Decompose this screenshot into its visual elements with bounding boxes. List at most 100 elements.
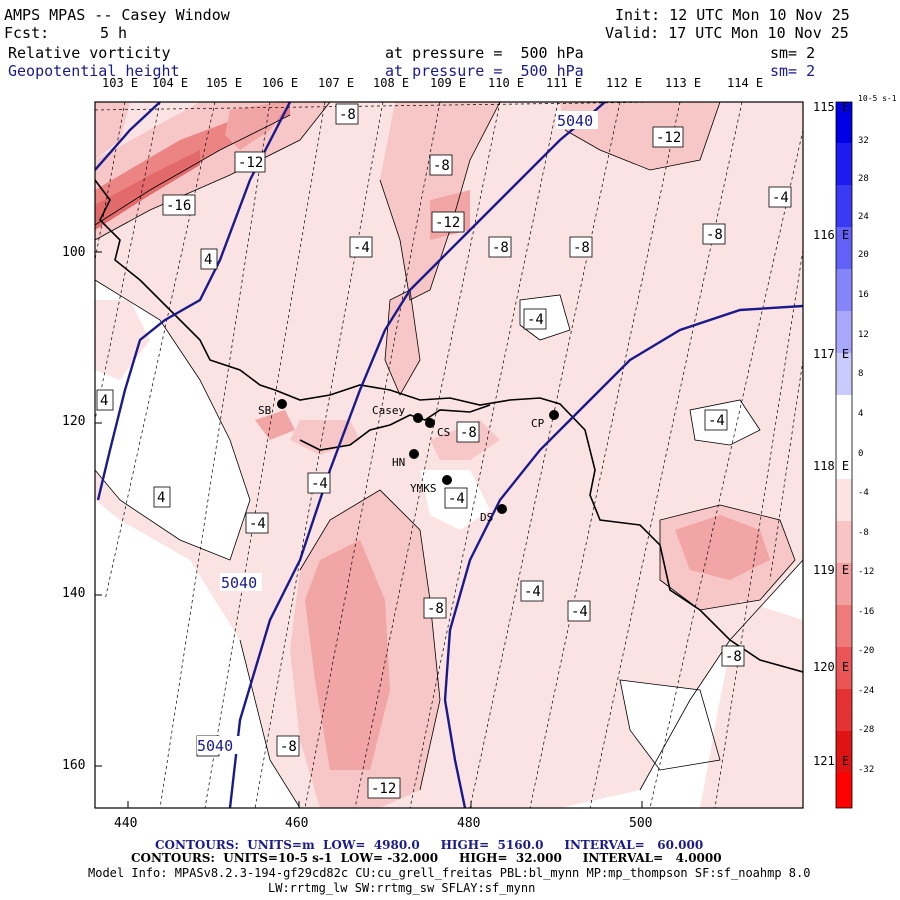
colorbar-label: 28	[858, 174, 869, 184]
valid-time: Valid: 17 UTC Mon 10 Nov 25	[605, 24, 849, 42]
vort-label: -4	[527, 312, 544, 328]
footer-radiation-info: LW:rrtmg_lw SW:rrtmg_sw SFLAY:sf_mynn	[268, 881, 536, 895]
x-tick-label: 480	[457, 816, 481, 831]
footer-height-contours: CONTOURS: UNITS=m LOW= 4980.0 HIGH= 5160…	[155, 838, 704, 852]
lon-label: 112 E	[606, 76, 643, 90]
vort-label: 4	[204, 252, 212, 268]
height-label: 5040	[221, 574, 257, 592]
lon-label: 104 E	[152, 76, 189, 90]
vort-label: -4	[353, 240, 370, 256]
y-tick-label: 120	[62, 414, 86, 429]
station-markers	[277, 399, 559, 514]
vort-label: -8	[427, 601, 444, 617]
vort-label: -8	[280, 739, 297, 755]
lon-label: 110 E	[488, 76, 525, 90]
vort-label: -4	[311, 476, 328, 492]
x-tick-label: 440	[114, 816, 138, 831]
station-label-cp: CP	[531, 417, 545, 430]
colorbar-label: 16	[858, 290, 869, 300]
station-label-ymks: YMKS	[410, 482, 437, 495]
vort-label: -8	[725, 649, 742, 665]
vort-label: -4	[708, 413, 725, 429]
lon-label: 105 E	[206, 76, 243, 90]
colorbar-label: 8	[858, 369, 864, 379]
vort-label: -8	[433, 158, 450, 174]
colorbar-label: -28	[858, 725, 875, 735]
field1-smoothing: sm= 2	[770, 44, 816, 62]
lon-label: 108 E	[373, 76, 410, 90]
lon-label: 107 E	[318, 76, 355, 90]
height-label: 5040	[557, 112, 593, 130]
lon-label-right: 115 E	[813, 100, 850, 114]
coastline	[95, 179, 803, 673]
colorbar-label: -8	[858, 528, 869, 538]
lon-label: 109 E	[430, 76, 467, 90]
x-tick-label: 460	[285, 816, 309, 831]
height-label: 5040	[197, 737, 233, 755]
field2-name: Geopotential height	[8, 62, 180, 80]
axis-ticks	[95, 251, 643, 808]
field1-level: at pressure = 500 hPa	[385, 44, 584, 62]
vorticity-fill	[95, 102, 803, 808]
station-label-cs: CS	[437, 426, 450, 439]
vort-label: -12	[656, 130, 681, 146]
station-marker	[497, 504, 507, 514]
vort-label: -8	[460, 425, 477, 441]
y-tick-label: 100	[62, 245, 86, 260]
footer-model-info: Model Info: MPASv8.2.3-194-gf29cd82c CU:…	[88, 866, 811, 880]
lon-label-right: 121 E	[813, 754, 850, 768]
colorbar-label: 24	[858, 212, 869, 222]
station-marker	[409, 449, 419, 459]
lon-label: 111 E	[546, 76, 583, 90]
colorbar-label: -32	[858, 765, 875, 775]
lon-label: 113 E	[665, 76, 702, 90]
vort-label: -16	[166, 198, 191, 214]
vort-label: -12	[238, 155, 263, 171]
lon-label-right: 116 E	[813, 228, 850, 242]
colorbar	[835, 101, 853, 809]
station-marker	[549, 410, 559, 420]
vort-label: -4	[772, 190, 789, 206]
init-time: Init: 12 UTC Mon 10 Nov 25	[615, 6, 850, 24]
lon-label-right: 118 E	[813, 459, 850, 473]
y-tick-label: 140	[62, 586, 86, 601]
station-marker	[277, 399, 287, 409]
field2-smoothing: sm= 2	[770, 62, 816, 80]
vort-label: -4	[448, 491, 465, 507]
lon-label: 103 E	[102, 76, 139, 90]
vort-label: -8	[339, 107, 356, 123]
lon-label: 114 E	[727, 76, 764, 90]
vort-label: -8	[492, 240, 509, 256]
forecast-value: 5 h	[100, 24, 128, 42]
colorbar-label: 4	[858, 409, 864, 419]
colorbar-units: 10-5 s-1	[858, 94, 897, 103]
colorbar-label: 0	[858, 449, 864, 459]
vort-label: -8	[706, 227, 723, 243]
colorbar-label: -12	[858, 567, 875, 577]
vort-label: -12	[435, 215, 460, 231]
colorbar-label: -16	[858, 607, 875, 617]
y-tick-label: 160	[62, 758, 86, 773]
colorbar-label: 12	[858, 330, 869, 340]
forecast-label: Fcst:	[4, 24, 50, 42]
height-contours	[95, 102, 803, 808]
vort-label: -4	[524, 584, 541, 600]
vort-label: -4	[571, 604, 588, 620]
colorbar-label: 20	[858, 250, 869, 260]
station-marker	[425, 418, 435, 428]
x-tick-label: 500	[629, 816, 653, 831]
station-marker	[413, 413, 423, 423]
colorbar-label: 32	[858, 136, 869, 146]
vort-label: 4	[157, 490, 165, 506]
lon-label-right: 119 E	[813, 563, 850, 577]
station-label-hn: HN	[392, 456, 405, 469]
station-label-ds: DS	[480, 511, 493, 524]
station-label-casey: Casey	[372, 404, 405, 417]
vort-label: -8	[573, 240, 590, 256]
plot-title: AMPS MPAS -- Casey Window	[4, 6, 230, 24]
colorbar-label: -4	[858, 488, 869, 498]
colorbar-label: -24	[858, 686, 875, 696]
lon-label-right: 117 E	[813, 347, 850, 361]
station-marker	[442, 475, 452, 485]
